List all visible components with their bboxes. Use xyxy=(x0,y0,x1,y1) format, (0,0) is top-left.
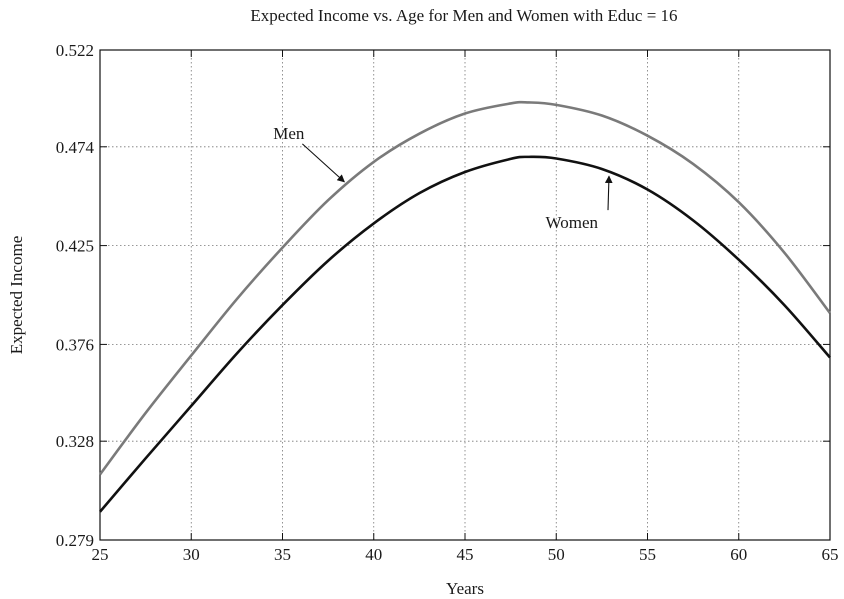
x-tick-label: 55 xyxy=(639,545,656,564)
x-tick-label: 60 xyxy=(730,545,747,564)
annotation-label-women: Women xyxy=(546,213,599,232)
y-axis-label: Expected Income xyxy=(7,236,26,354)
x-tick-label: 30 xyxy=(183,545,200,564)
series-lines xyxy=(98,100,832,513)
y-tick-label: 0.474 xyxy=(56,138,95,157)
grid xyxy=(100,50,830,540)
x-tick-label: 50 xyxy=(548,545,565,564)
y-tick-label: 0.376 xyxy=(56,335,94,354)
series-line-men xyxy=(98,100,832,476)
x-tick-label: 45 xyxy=(457,545,474,564)
y-tick-label: 0.425 xyxy=(56,237,94,256)
x-tick-label: 40 xyxy=(365,545,382,564)
chart-title: Expected Income vs. Age for Men and Wome… xyxy=(250,6,677,25)
series-line-women xyxy=(99,155,831,513)
axis-ticks: 25 30 35 40 45 50 55 60 65 0.279 0.328 0.376 0.425 0.… xyxy=(56,41,839,564)
x-tick-label: 65 xyxy=(822,545,839,564)
x-tick-label: 25 xyxy=(92,545,109,564)
x-tick-label: 35 xyxy=(274,545,291,564)
annotation-arrow-women xyxy=(604,175,613,211)
y-tick-label: 0.522 xyxy=(56,41,94,60)
annotation-label-men: Men xyxy=(273,124,305,143)
annotations: Men Women xyxy=(273,124,613,232)
y-tick-label: 0.279 xyxy=(56,531,94,550)
y-tick-label: 0.328 xyxy=(56,432,94,451)
annotation-arrow-men xyxy=(302,143,345,183)
x-axis-label: Years xyxy=(446,579,484,598)
